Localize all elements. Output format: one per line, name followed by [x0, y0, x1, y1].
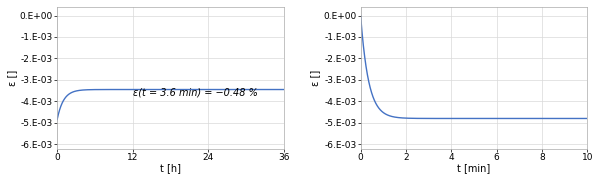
X-axis label: t [h]: t [h] — [160, 163, 181, 173]
X-axis label: t [min]: t [min] — [457, 163, 491, 173]
Y-axis label: ε []: ε [] — [7, 70, 17, 86]
Text: ε(t = 3.6 min) = −0.48 %: ε(t = 3.6 min) = −0.48 % — [133, 88, 257, 98]
Y-axis label: ε []: ε [] — [310, 70, 320, 86]
